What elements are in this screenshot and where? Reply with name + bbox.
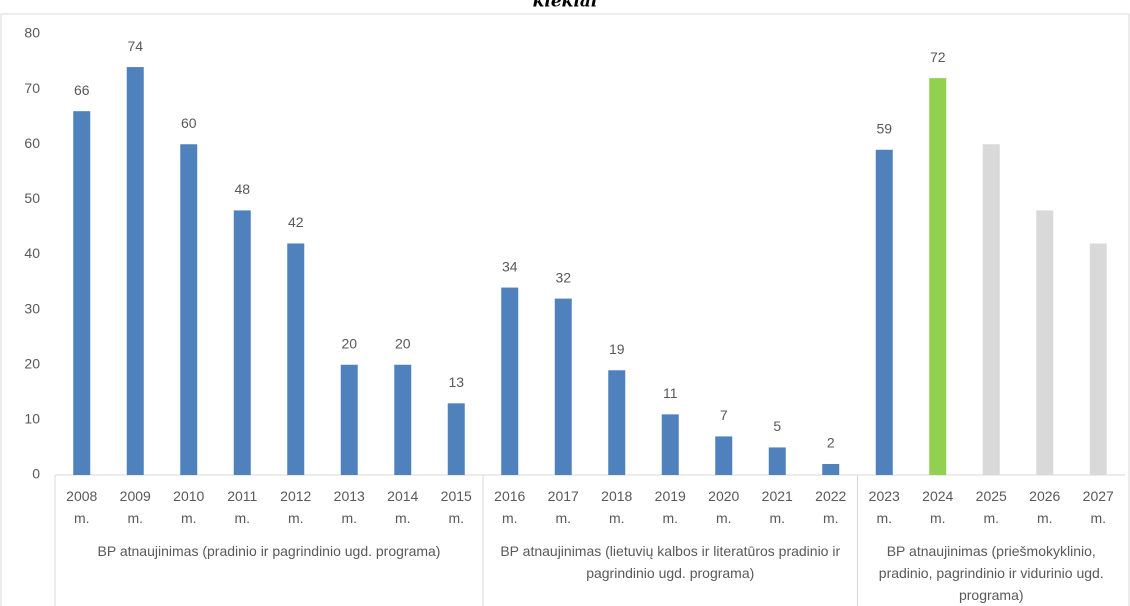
x-tick-label-box: 2018 m.	[601, 488, 633, 526]
bar	[126, 67, 144, 475]
x-tick-label-box: 2009 m.	[119, 488, 151, 526]
x-tick-label: 2013 m.	[333, 488, 365, 526]
group-label-box: BP atnaujinimas (priešmokyklinio, pradin…	[878, 543, 1104, 603]
x-tick-label: 2026 m.	[1029, 488, 1061, 526]
bar	[875, 149, 893, 475]
chart-border	[0, 13, 1130, 606]
bar	[287, 243, 305, 475]
y-tick-label: 20	[24, 355, 40, 371]
data-label: 34	[502, 258, 518, 274]
x-tick-label-box: 2014 m.	[387, 488, 419, 526]
data-label: 32	[555, 269, 571, 285]
x-tick-label-box: 2020 m.	[708, 488, 740, 526]
x-tick-label: 2023 m.	[868, 488, 900, 526]
group-label-box: BP atnaujinimas (lietuvių kalbos ir lite…	[500, 543, 841, 581]
group-label: BP atnaujinimas (lietuvių kalbos ir lite…	[500, 543, 841, 581]
y-tick-label: 70	[24, 80, 40, 96]
data-label: 19	[609, 341, 625, 357]
group-label: BP atnaujinimas (pradinio ir pagrindinio…	[97, 543, 441, 559]
x-tick-label-box: 2017 m.	[547, 488, 579, 526]
x-tick-label-box: 2012 m.	[280, 488, 312, 526]
bar	[768, 447, 786, 475]
x-tick-label-box: 2022 m.	[815, 488, 847, 526]
bar	[233, 210, 251, 475]
x-tick-label: 2019 m.	[654, 488, 686, 526]
x-tick-label: 2010 m.	[173, 488, 205, 526]
data-label: 7	[720, 407, 728, 423]
x-tick-label: 2025 m.	[975, 488, 1007, 526]
bar	[608, 370, 626, 475]
y-tick-label: 40	[24, 245, 40, 261]
data-label: 48	[234, 181, 250, 197]
bar	[715, 436, 733, 475]
x-tick-label: 2027 m.	[1082, 488, 1114, 526]
bar	[822, 463, 840, 475]
y-tick-label: 10	[24, 411, 40, 427]
x-tick-label: 2018 m.	[601, 488, 633, 526]
data-label: 11	[663, 385, 678, 401]
bar	[1089, 243, 1107, 475]
bar	[501, 287, 519, 475]
x-tick-label: 2015 m.	[440, 488, 472, 526]
data-label: 72	[930, 49, 946, 65]
x-tick-label-box: 2008 m.	[66, 488, 98, 526]
data-label: 74	[127, 38, 143, 54]
x-tick-label: 2014 m.	[387, 488, 419, 526]
x-tick-label: 2017 m.	[547, 488, 579, 526]
group-label: BP atnaujinimas (priešmokyklinio, pradin…	[878, 543, 1104, 603]
data-label: 5	[773, 418, 781, 434]
bar	[447, 403, 465, 475]
bar	[1036, 210, 1054, 475]
data-label: 2	[827, 435, 835, 451]
data-label: 20	[341, 335, 357, 351]
x-tick-label-box: 2010 m.	[173, 488, 205, 526]
x-tick-label-box: 2021 m.	[761, 488, 793, 526]
data-label: 66	[74, 82, 90, 98]
bar	[929, 78, 947, 475]
data-label: 59	[876, 120, 892, 136]
chart-title: kiekiai	[533, 0, 598, 12]
y-tick-label: 80	[24, 25, 40, 41]
x-tick-label-box: 2013 m.	[333, 488, 365, 526]
y-tick-label: 0	[32, 466, 40, 482]
x-tick-label: 2020 m.	[708, 488, 740, 526]
bar	[982, 144, 1000, 475]
data-label: 60	[181, 115, 197, 131]
x-tick-label: 2012 m.	[280, 488, 312, 526]
x-tick-label-box: 2019 m.	[654, 488, 686, 526]
data-label: 13	[448, 374, 464, 390]
x-tick-label-box: 2026 m.	[1029, 488, 1061, 526]
x-tick-label: 2024 m.	[922, 488, 954, 526]
x-tick-label-box: 2016 m.	[494, 488, 526, 526]
x-tick-label-box: 2024 m.	[922, 488, 954, 526]
data-label: 20	[395, 335, 411, 351]
bar	[554, 298, 572, 475]
x-tick-label-box: 2015 m.	[440, 488, 472, 526]
y-tick-label: 60	[24, 135, 40, 151]
bar	[661, 414, 679, 475]
data-label: 42	[288, 214, 304, 230]
bar	[340, 364, 358, 475]
x-tick-label: 2021 m.	[761, 488, 793, 526]
y-tick-label: 30	[24, 300, 40, 316]
x-tick-label: 2008 m.	[66, 488, 98, 526]
x-tick-label-box: 2027 m.	[1082, 488, 1114, 526]
x-tick-label-box: 2023 m.	[868, 488, 900, 526]
x-tick-label-box: 2025 m.	[975, 488, 1007, 526]
group-label-box: BP atnaujinimas (pradinio ir pagrindinio…	[97, 543, 441, 559]
x-tick-label-box: 2011 m.	[227, 488, 258, 526]
y-tick-label: 50	[24, 190, 40, 206]
bar	[180, 144, 198, 475]
x-tick-label: 2016 m.	[494, 488, 526, 526]
bar	[394, 364, 412, 475]
x-tick-label: 2011 m.	[227, 488, 258, 526]
bar	[73, 111, 91, 476]
x-tick-label: 2022 m.	[815, 488, 847, 526]
x-tick-label: 2009 m.	[119, 488, 151, 526]
